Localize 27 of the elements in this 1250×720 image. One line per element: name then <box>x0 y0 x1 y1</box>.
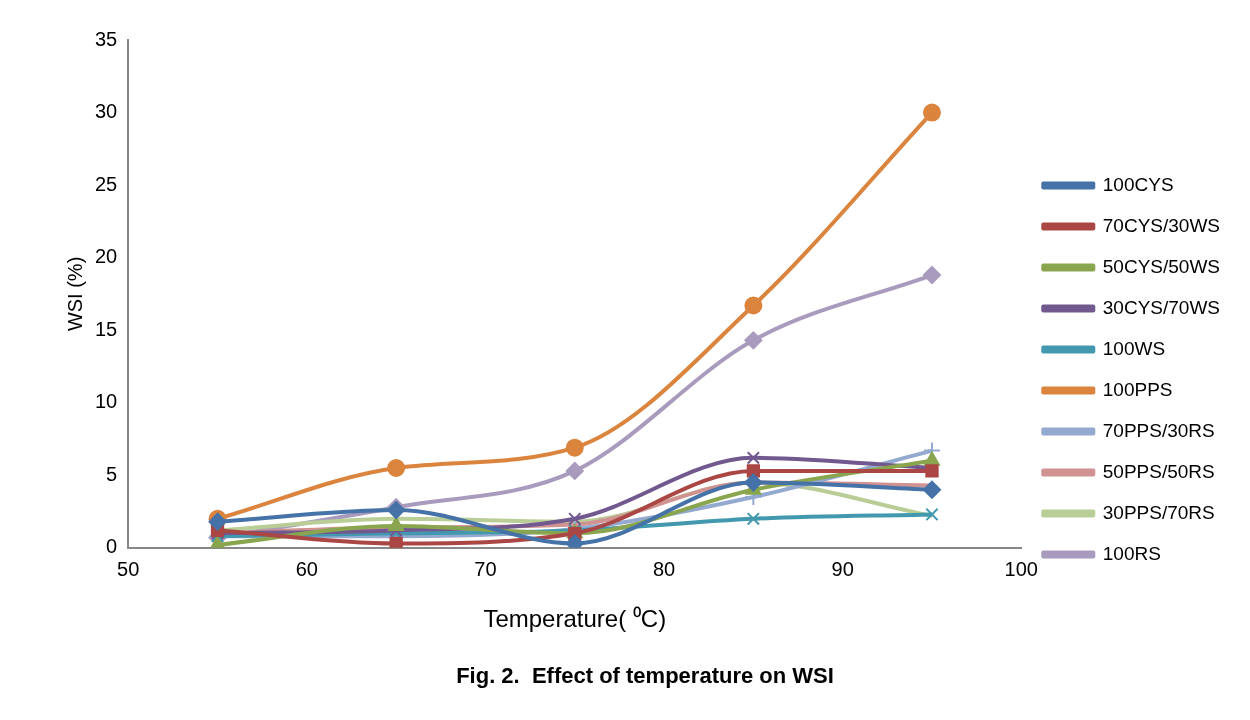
legend-label: 50PPS/50RS <box>1102 460 1215 482</box>
y-tick-label: 15 <box>95 317 118 340</box>
legend-label: 100PPS <box>1102 378 1173 400</box>
x-tick-label: 100 <box>1004 558 1038 581</box>
x-tick-label: 60 <box>295 558 318 581</box>
x-tick-label: 50 <box>117 558 140 581</box>
y-tick-label: 10 <box>95 390 118 413</box>
text: Fig. 2. Effect of temperature on WSI <box>456 662 834 688</box>
y-tick-label: 25 <box>95 172 118 195</box>
legend-label: 100WS <box>1102 337 1166 359</box>
y-tick-label: 30 <box>95 100 118 123</box>
y-tick-label: 20 <box>95 245 118 268</box>
x-tick-label: 90 <box>831 558 854 581</box>
y-tick-label: 0 <box>106 535 118 558</box>
y-axis-title: WSI (%) <box>63 256 86 332</box>
x-tick-label: 70 <box>474 558 497 581</box>
x-tick-label: 80 <box>652 558 676 581</box>
legend-label: 100CYS <box>1102 173 1174 195</box>
y-tick-label: 35 <box>95 27 118 50</box>
legend-label: 70PPS/30RS <box>1102 419 1215 441</box>
legend-label: 50CYS/50WS <box>1102 255 1221 277</box>
x-axis-title: Temperature( ⁰C) <box>483 604 667 632</box>
y-tick-label: 5 <box>106 462 118 485</box>
legend-label: 30PPS/70RS <box>1102 501 1215 523</box>
legend-label: 70CYS/30WS <box>1102 214 1221 236</box>
legend-label: 30CYS/70WS <box>1102 296 1221 318</box>
legend-label: 100RS <box>1102 542 1161 564</box>
